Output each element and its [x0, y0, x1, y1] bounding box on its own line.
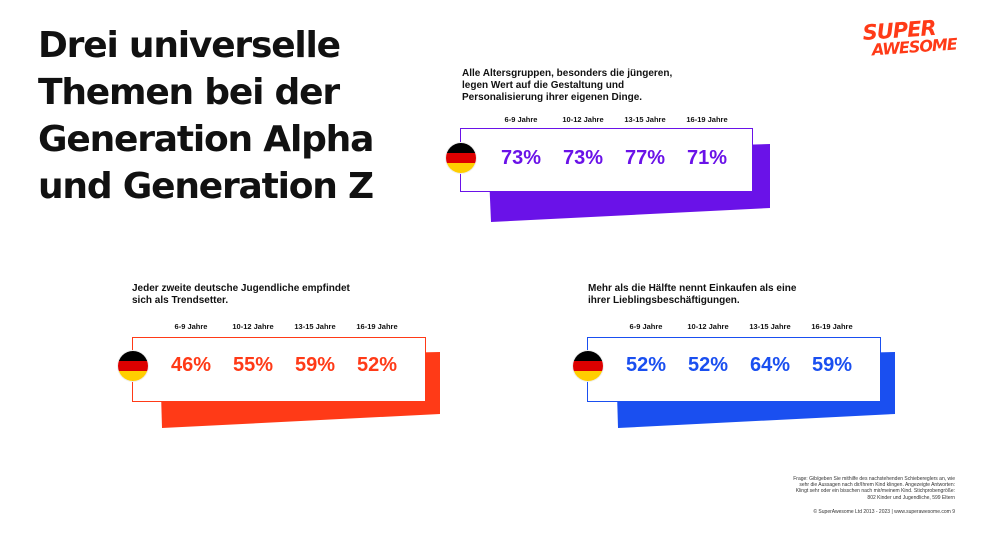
age-label: 13-15 Jahre	[749, 322, 791, 331]
age-label: 6-9 Jahre	[629, 322, 663, 331]
footnote-line: sehr die Aussagen nach dir/Ihrem Kind kl…	[799, 482, 955, 489]
percent-value: 52%	[687, 354, 729, 376]
percent-value: 52%	[625, 354, 667, 376]
age-label: 13-15 Jahre	[294, 322, 336, 331]
age-labels: 6-9 Jahre 10-12 Jahre 13-15 Jahre 16-19 …	[615, 322, 863, 331]
age-label: 6-9 Jahre	[504, 115, 538, 124]
title-line: Generation Alpha	[38, 119, 374, 160]
title-line: und Generation Z	[38, 166, 374, 207]
percent-value: 46%	[170, 354, 212, 376]
age-label: 16-19 Jahre	[811, 322, 853, 331]
percent-value: 52%	[356, 354, 398, 376]
age-label: 16-19 Jahre	[356, 322, 398, 331]
age-label: 10-12 Jahre	[687, 322, 729, 331]
caption-line: Personalisierung ihrer eigenen Dinge.	[462, 92, 643, 103]
percent-values: 52% 52% 64% 59%	[615, 354, 863, 377]
percent-value: 73%	[562, 147, 604, 169]
percent-value: 71%	[686, 147, 728, 169]
percent-value: 73%	[500, 147, 542, 169]
stat-card	[132, 337, 426, 402]
percent-value: 77%	[624, 147, 666, 169]
percent-value: 55%	[232, 354, 274, 376]
logo-line-2: AWESOME	[871, 34, 958, 60]
percent-value: 64%	[749, 354, 791, 376]
superawesome-logo: SUPER AWESOME	[862, 16, 965, 68]
age-labels: 6-9 Jahre 10-12 Jahre 13-15 Jahre 16-19 …	[160, 322, 408, 331]
age-label: 13-15 Jahre	[624, 115, 666, 124]
title-line: Drei universelle	[38, 25, 341, 66]
germany-flag-icon	[118, 351, 148, 381]
caption-line: Mehr als die Hälfte nennt Einkaufen als …	[588, 283, 797, 294]
footnote-line: Frage: Gib/geben Sie mithilfe des nachst…	[793, 476, 955, 482]
caption-line: sich als Trendsetter.	[132, 295, 229, 306]
age-labels: 6-9 Jahre 10-12 Jahre 13-15 Jahre 16-19 …	[490, 115, 738, 124]
caption-line: legen Wert auf die Gestaltung und	[462, 80, 625, 91]
stat-card	[460, 128, 753, 192]
caption-line: Jeder zweite deutsche Jugendliche empfin…	[132, 283, 350, 294]
percent-values: 46% 55% 59% 52%	[160, 354, 408, 377]
copyright: © SuperAwesome Ltd 2013 - 2023 | www.sup…	[813, 509, 955, 515]
age-label: 10-12 Jahre	[232, 322, 274, 331]
footnote: Frage: Gib/geben Sie mithilfe des nachst…	[705, 476, 955, 501]
stat-caption: Jeder zweite deutsche Jugendliche empfin…	[132, 283, 350, 307]
footnote-line: 802 Kinder und Jugendliche, 599 Eltern	[867, 494, 955, 501]
page-title: Drei universelle Themen bei der Generati…	[38, 22, 418, 210]
percent-value: 59%	[294, 354, 336, 376]
age-label: 6-9 Jahre	[174, 322, 208, 331]
percent-value: 59%	[811, 354, 853, 376]
stat-caption: Alle Altersgruppen, besonders die jünger…	[462, 68, 672, 104]
caption-line: ihrer Lieblingsbeschäftigungen.	[588, 295, 740, 306]
stat-caption: Mehr als die Hälfte nennt Einkaufen als …	[588, 283, 796, 307]
stat-card	[587, 337, 881, 402]
germany-flag-icon	[573, 351, 603, 381]
footnote-line: Klingt sehr oder ein bisschen nach mir/m…	[795, 488, 955, 495]
caption-line: Alle Altersgruppen, besonders die jünger…	[462, 68, 673, 79]
age-label: 16-19 Jahre	[686, 115, 728, 124]
age-label: 10-12 Jahre	[562, 115, 604, 124]
percent-values: 73% 73% 77% 71%	[490, 147, 738, 170]
title-line: Themen bei der	[38, 72, 340, 113]
germany-flag-icon	[446, 143, 476, 173]
